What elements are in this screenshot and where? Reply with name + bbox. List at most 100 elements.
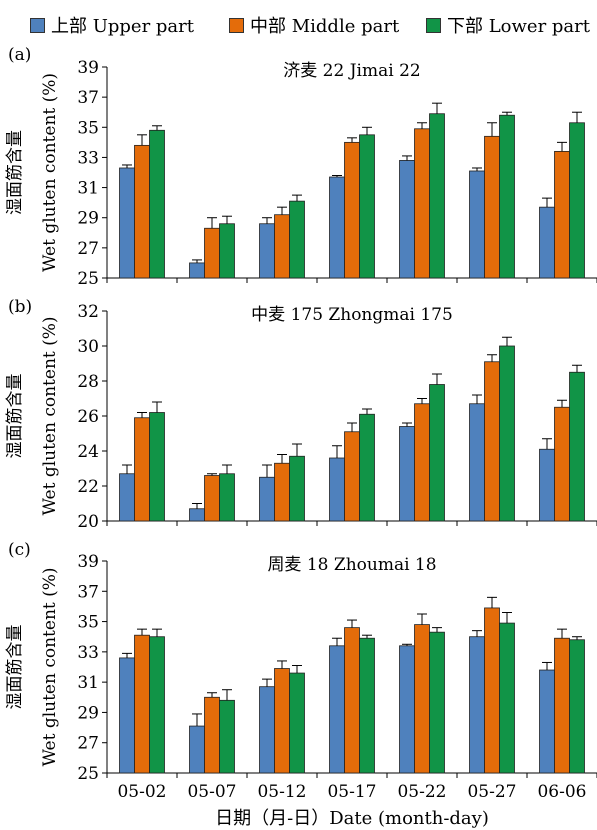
y-tick-label: 37 — [77, 88, 99, 108]
bar-middle — [484, 607, 500, 774]
bar-middle — [134, 417, 150, 522]
bar-lower — [499, 345, 515, 522]
bar-upper — [189, 508, 205, 522]
y-tick-label: 32 — [77, 302, 99, 322]
bar-upper — [469, 403, 485, 522]
bar-upper — [259, 223, 275, 279]
bar-upper — [329, 176, 345, 279]
y-axis-title-en: Wet gluten content (%) — [40, 567, 60, 766]
legend-label-lower: 下部 Lower part — [447, 16, 590, 37]
bar-middle — [554, 406, 570, 522]
bar-lower — [219, 223, 235, 279]
legend-item-upper: 上部 Upper part — [30, 12, 194, 37]
legend-item-middle: 中部 Middle part — [229, 12, 399, 37]
bar-upper — [189, 262, 205, 279]
bar-middle — [204, 227, 220, 279]
bar-lower — [289, 672, 305, 774]
bar-lower — [149, 636, 165, 774]
x-tick-label: 05-07 — [187, 782, 236, 802]
x-tick-label: 05-22 — [397, 782, 446, 802]
y-axis-title-en: Wet gluten content (%) — [40, 73, 60, 272]
y-tick-label: 29 — [77, 703, 99, 723]
bar-middle — [344, 431, 360, 522]
legend-label-middle: 中部 Middle part — [250, 16, 400, 37]
y-axis-title-cn: 湿面筋含量 — [5, 130, 25, 215]
panel-title: 济麦 22 Jimai 22 — [283, 61, 420, 81]
panel-title: 周麦 18 Zhoumai 18 — [267, 555, 436, 575]
bar-upper — [259, 686, 275, 774]
bar-upper — [399, 426, 415, 522]
bar-lower — [499, 622, 515, 774]
bar-lower — [289, 200, 305, 279]
x-tick-label: 05-17 — [327, 782, 376, 802]
y-tick-label: 35 — [77, 613, 99, 633]
bar-middle — [274, 668, 290, 774]
y-axis-title-en: Wet gluten content (%) — [40, 316, 60, 515]
bar-upper — [399, 160, 415, 279]
legend-swatch-middle — [229, 18, 244, 33]
bar-middle — [554, 637, 570, 774]
y-tick-label: 31 — [77, 673, 99, 693]
bar-middle — [134, 144, 150, 279]
y-tick-label: 30 — [77, 337, 99, 357]
x-axis-title: 日期（月-日）Date (month-day) — [215, 808, 489, 829]
bar-upper — [469, 170, 485, 279]
bar-upper — [539, 206, 555, 279]
bar-lower — [219, 473, 235, 522]
legend-swatch-upper — [30, 18, 45, 33]
bar-upper — [329, 645, 345, 774]
y-tick-label: 25 — [77, 269, 99, 289]
y-tick-label: 28 — [77, 372, 99, 392]
bar-lower — [569, 371, 585, 522]
bar-middle — [274, 214, 290, 279]
bar-upper — [119, 167, 135, 279]
legend: 上部 Upper part 中部 Middle part 下部 Lower pa… — [0, 0, 597, 44]
y-tick-label: 33 — [77, 148, 99, 168]
y-tick-label: 20 — [77, 512, 99, 532]
x-tick-label: 06-06 — [537, 782, 586, 802]
bar-middle — [344, 627, 360, 774]
bar-lower — [499, 114, 515, 279]
y-tick-label: 39 — [77, 552, 99, 572]
bar-upper — [539, 448, 555, 522]
panel-label: (b) — [8, 297, 32, 317]
y-axis-title-cn: 湿面筋含量 — [5, 374, 25, 459]
bar-lower — [429, 113, 445, 279]
bar-lower — [429, 631, 445, 774]
y-tick-label: 27 — [77, 239, 99, 259]
bar-upper — [329, 457, 345, 522]
bar-upper — [119, 657, 135, 774]
x-tick-label: 05-02 — [117, 782, 166, 802]
panel-title: 中麦 175 Zhongmai 175 — [251, 305, 453, 325]
bar-middle — [414, 624, 430, 774]
y-tick-label: 27 — [77, 734, 99, 754]
panel-label: (c) — [8, 540, 31, 560]
bar-middle — [344, 141, 360, 279]
legend-label-upper: 上部 Upper part — [51, 16, 195, 37]
y-tick-label: 29 — [77, 209, 99, 229]
bar-upper — [539, 669, 555, 774]
bar-lower — [359, 637, 375, 774]
bar-middle — [484, 361, 500, 522]
legend-item-lower: 下部 Lower part — [426, 12, 590, 37]
bar-upper — [469, 636, 485, 774]
bar-lower — [569, 639, 585, 774]
y-tick-label: 35 — [77, 118, 99, 138]
bar-lower — [359, 413, 375, 522]
bar-middle — [414, 403, 430, 522]
bar-lower — [219, 699, 235, 774]
y-tick-label: 39 — [77, 58, 99, 78]
y-tick-label: 22 — [77, 477, 99, 497]
x-tick-label: 05-12 — [257, 782, 306, 802]
y-tick-label: 24 — [77, 442, 99, 462]
bar-lower — [429, 384, 445, 522]
bar-middle — [204, 475, 220, 522]
bar-middle — [274, 462, 290, 522]
bar-lower — [149, 129, 165, 279]
bar-lower — [289, 455, 305, 522]
y-tick-label: 26 — [77, 407, 99, 427]
bar-lower — [569, 122, 585, 279]
y-axis-title-cn: 湿面筋含量 — [5, 625, 25, 710]
bar-middle — [554, 150, 570, 279]
